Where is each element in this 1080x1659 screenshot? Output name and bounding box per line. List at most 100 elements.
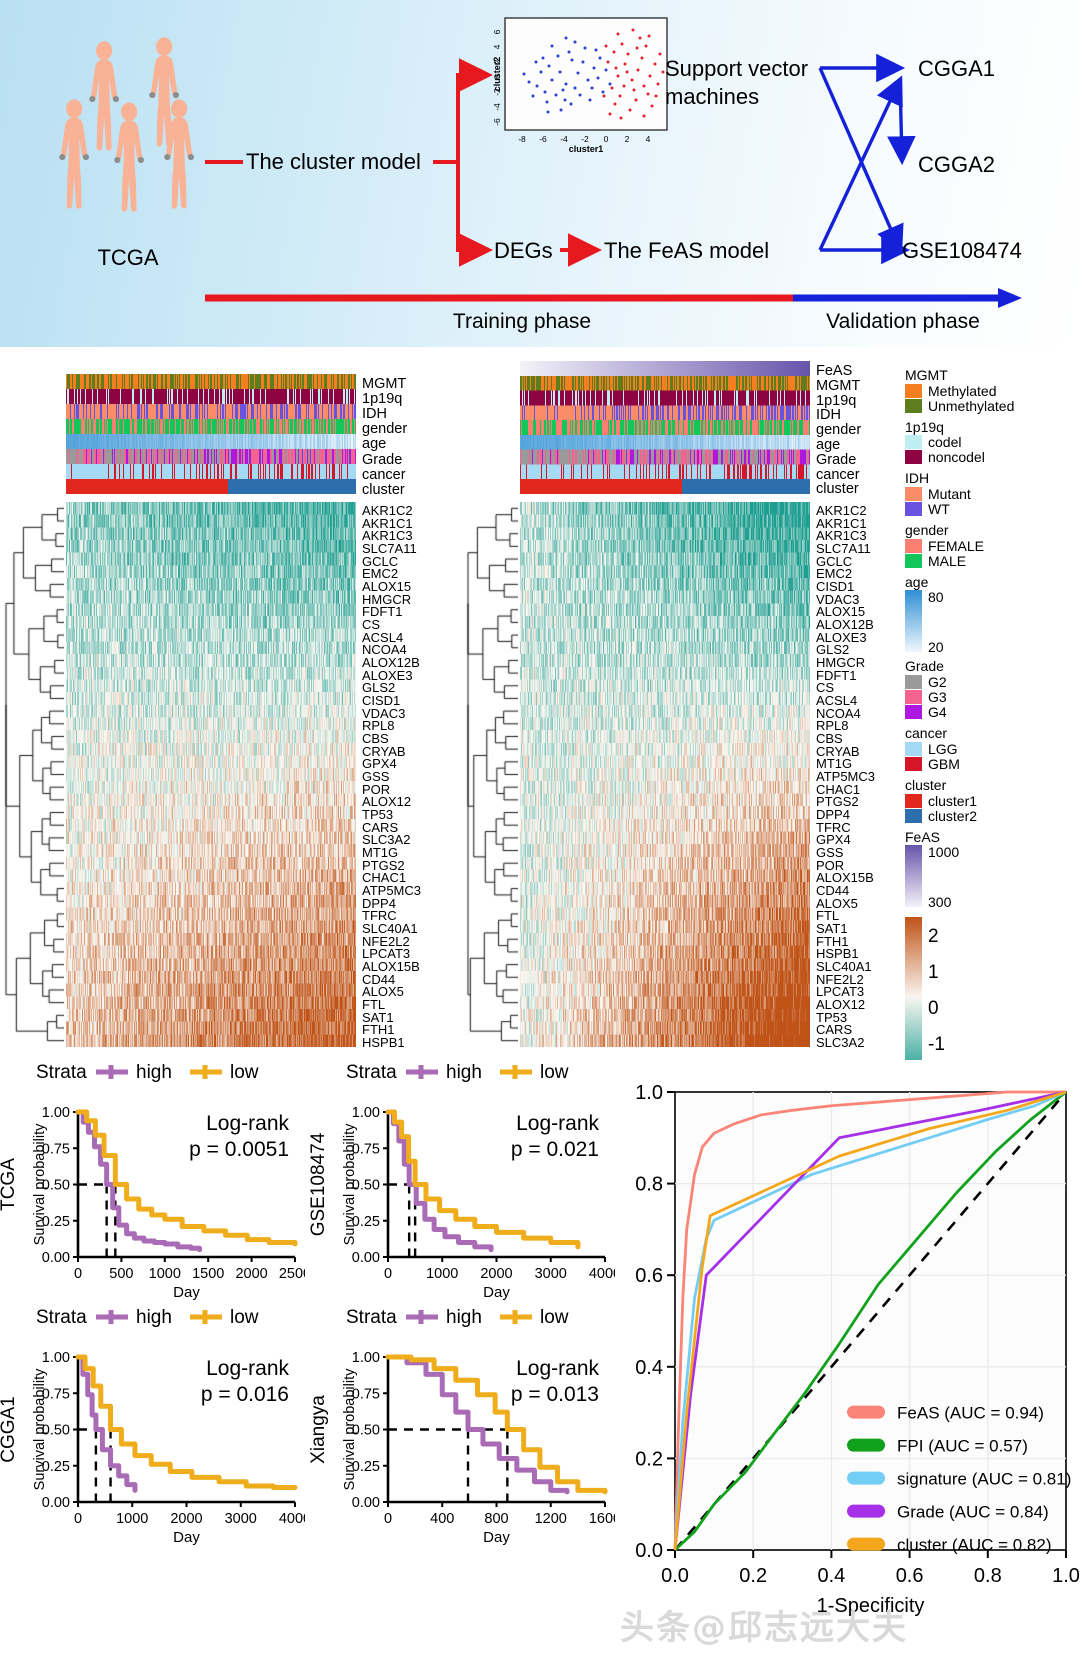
gene-label: PTGS2 xyxy=(816,794,859,810)
roc-curve xyxy=(674,1090,1067,1552)
watermark: 头条@邱志远大夫 xyxy=(620,1608,908,1648)
annotation-track-label: gender xyxy=(362,421,408,438)
validation-phase-label: Validation phase xyxy=(826,310,980,333)
gene-label: GPX4 xyxy=(816,832,851,848)
expression-colorbar-tick: 2 xyxy=(928,926,939,948)
gene-label: CS xyxy=(362,617,381,633)
roc-legend-label: signature (AUC = 0.81) xyxy=(897,1470,1071,1489)
gene-label: ALOX15 xyxy=(362,579,412,595)
gene-label: ALOXE3 xyxy=(362,667,413,683)
roc-curve xyxy=(673,1090,1067,1551)
gene-label: ATP5MC3 xyxy=(362,883,421,899)
gene-label: ACSL4 xyxy=(816,693,858,709)
km-y-tick-label: 0.25 xyxy=(352,1214,380,1230)
roc-y-tick-label: 0.2 xyxy=(635,1448,663,1470)
km-x-tick-label: 3000 xyxy=(225,1511,257,1527)
gene-label: HMGCR xyxy=(362,591,412,607)
roc-legend-swatch xyxy=(847,1471,886,1485)
legend-swatch xyxy=(905,450,922,465)
legend-swatch xyxy=(905,487,922,502)
svg-text:4: 4 xyxy=(492,44,502,49)
gene-label: GLS2 xyxy=(816,642,850,658)
roc-curve xyxy=(673,1090,1067,1551)
gene-label: CBS xyxy=(816,731,843,747)
expression-colorbar-tick: -1 xyxy=(928,1034,945,1056)
gene-label: CRYAB xyxy=(816,743,860,759)
cohort-label: TCGA xyxy=(97,245,158,270)
annotation-track-label: IDH xyxy=(816,407,841,424)
gene-label: CD44 xyxy=(816,883,850,899)
legend-label: Mutant xyxy=(928,486,971,503)
gene-label: HSPB1 xyxy=(362,1035,405,1051)
km-y-tick-label: 1.00 xyxy=(42,1350,70,1366)
svg-text:2: 2 xyxy=(625,134,630,144)
legend-label: WT xyxy=(928,501,950,518)
roc-x-tick-label: 0.8 xyxy=(974,1565,1002,1587)
flow-branch-to-degs xyxy=(456,162,493,267)
gene-label: ALOX12 xyxy=(362,794,412,810)
km-dataset-label: CGGA1 xyxy=(0,1396,19,1463)
gene-label: EMC2 xyxy=(816,566,853,582)
strata-high-label: high xyxy=(446,1062,482,1083)
gene-label: ALOX15 xyxy=(816,604,866,620)
roc-legend-label: cluster (AUC = 0.82) xyxy=(897,1536,1051,1555)
strata-low-label: low xyxy=(540,1062,569,1083)
legend-item: cluster2 xyxy=(905,808,1080,823)
gene-label: FTH1 xyxy=(362,1022,395,1038)
gene-label: LPCAT3 xyxy=(362,946,411,962)
gene-label: ALOX15B xyxy=(362,959,420,975)
km-y-tick-label: 0.75 xyxy=(42,1386,70,1402)
legend-item: FEMALE xyxy=(905,538,1080,553)
gene-label: GSS xyxy=(816,845,844,861)
km-y-tick-label: 0.75 xyxy=(352,1141,380,1157)
gene-label: ALOX15B xyxy=(816,870,874,886)
km-y-tick-label: 0.50 xyxy=(42,1178,70,1194)
km-x-tick-label: 3000 xyxy=(535,1266,567,1282)
km-x-tick-label: 1500 xyxy=(192,1266,224,1282)
legend-label: Methylated xyxy=(928,382,997,399)
svg-text:4: 4 xyxy=(646,134,651,144)
gene-label: NCOA4 xyxy=(816,705,861,721)
legend-swatch xyxy=(905,383,922,398)
gene-label: POR xyxy=(362,781,391,797)
gene-label: MT1G xyxy=(362,845,399,861)
legend-group-title: age xyxy=(905,573,929,590)
annotation-track-label: age xyxy=(362,436,387,453)
gene-label: RPL8 xyxy=(816,718,849,734)
roc-legend-swatch xyxy=(847,1438,886,1452)
gene-label: ALOX12B xyxy=(816,617,874,633)
logrank-line1: Log-rank xyxy=(206,1357,289,1380)
gene-label: VDAC3 xyxy=(362,705,406,721)
legend-swatch xyxy=(905,808,922,823)
gene-label: CISD1 xyxy=(816,579,855,595)
validation-set-cgga1: CGGA1 xyxy=(918,56,995,81)
km-curve-low xyxy=(75,1109,298,1247)
gene-label: AKR1C3 xyxy=(362,528,413,544)
legend-item: G3 xyxy=(905,690,1080,705)
gene-label: SLC7A11 xyxy=(816,541,871,556)
validation-set-cgga2: CGGA2 xyxy=(918,152,995,177)
roc-y-tick-label: 0.0 xyxy=(635,1540,663,1562)
cluster-model-label: The cluster model xyxy=(246,149,421,174)
logrank-line2: p = 0.016 xyxy=(201,1383,289,1406)
legend-label: noncodel xyxy=(928,449,985,466)
legend-swatch xyxy=(905,741,922,756)
legend-group-title: 1p19q xyxy=(905,418,944,435)
km-curve-low xyxy=(75,1354,298,1490)
svg-text:0: 0 xyxy=(604,134,609,144)
gene-label: AKR1C2 xyxy=(816,503,867,518)
km-x-tick-label: 2000 xyxy=(480,1266,512,1282)
gene-label: CHAC1 xyxy=(362,870,407,886)
legend-group-title: FeAS xyxy=(905,828,941,845)
km-y-tick-label: 1.00 xyxy=(352,1105,380,1121)
gene-label: VDAC3 xyxy=(816,591,860,607)
heatmap-legend: MGMT Methylated Unmethylated 1p19q codel nonc… xyxy=(905,368,1080,1090)
svm-label-line1: Support vector xyxy=(665,56,808,81)
km-curve-low xyxy=(385,1354,608,1495)
svg-text:-6: -6 xyxy=(492,118,502,126)
km-x-axis-title: Day xyxy=(173,1284,200,1301)
workflow-svg: TCGA The cluster model xyxy=(59,17,1022,333)
legend-group-mgmt: MGMT Methylated Unmethylated xyxy=(905,368,1080,413)
legend-group-grade: Grade G2 G3 G4 xyxy=(905,659,1080,720)
training-phase-label: Training phase xyxy=(453,310,591,333)
